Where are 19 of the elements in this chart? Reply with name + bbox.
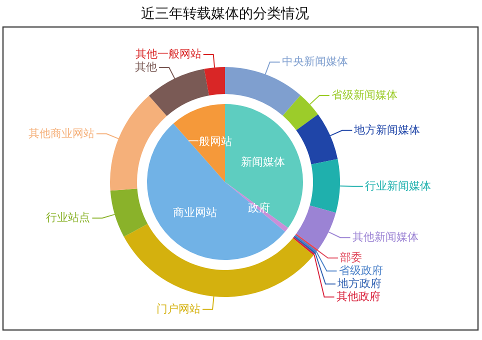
slice-label: 行业站点 <box>46 211 90 224</box>
slice-label: 其他政府 <box>336 290 380 304</box>
slice-label: 其他新闻媒体 <box>352 230 418 244</box>
slice-label: 政府 <box>248 201 270 214</box>
slice-label: 其他一般网站 <box>135 48 202 61</box>
slice-label: 地方政府 <box>336 277 382 290</box>
slice-label: 行业新闻媒体 <box>364 179 431 192</box>
slice-label: 省级政府 <box>338 264 383 278</box>
slice-label: 中央新闻媒体 <box>282 55 348 68</box>
slice-label: 省级新闻媒体 <box>331 88 398 102</box>
slice-label: 门户网站 <box>156 302 201 316</box>
slice-label: 其他商业网站 <box>28 126 94 140</box>
slice-label: 地方新闻媒体 <box>353 123 420 136</box>
slice-label: 其他 <box>135 60 158 74</box>
slice-label: 新闻媒体 <box>241 156 286 169</box>
slice-label: 商业网站 <box>173 206 218 219</box>
slice-label: 部委 <box>340 251 362 264</box>
pie-slice <box>147 123 286 260</box>
chart-title: 近三年转载媒体的分类情况 <box>141 6 309 22</box>
